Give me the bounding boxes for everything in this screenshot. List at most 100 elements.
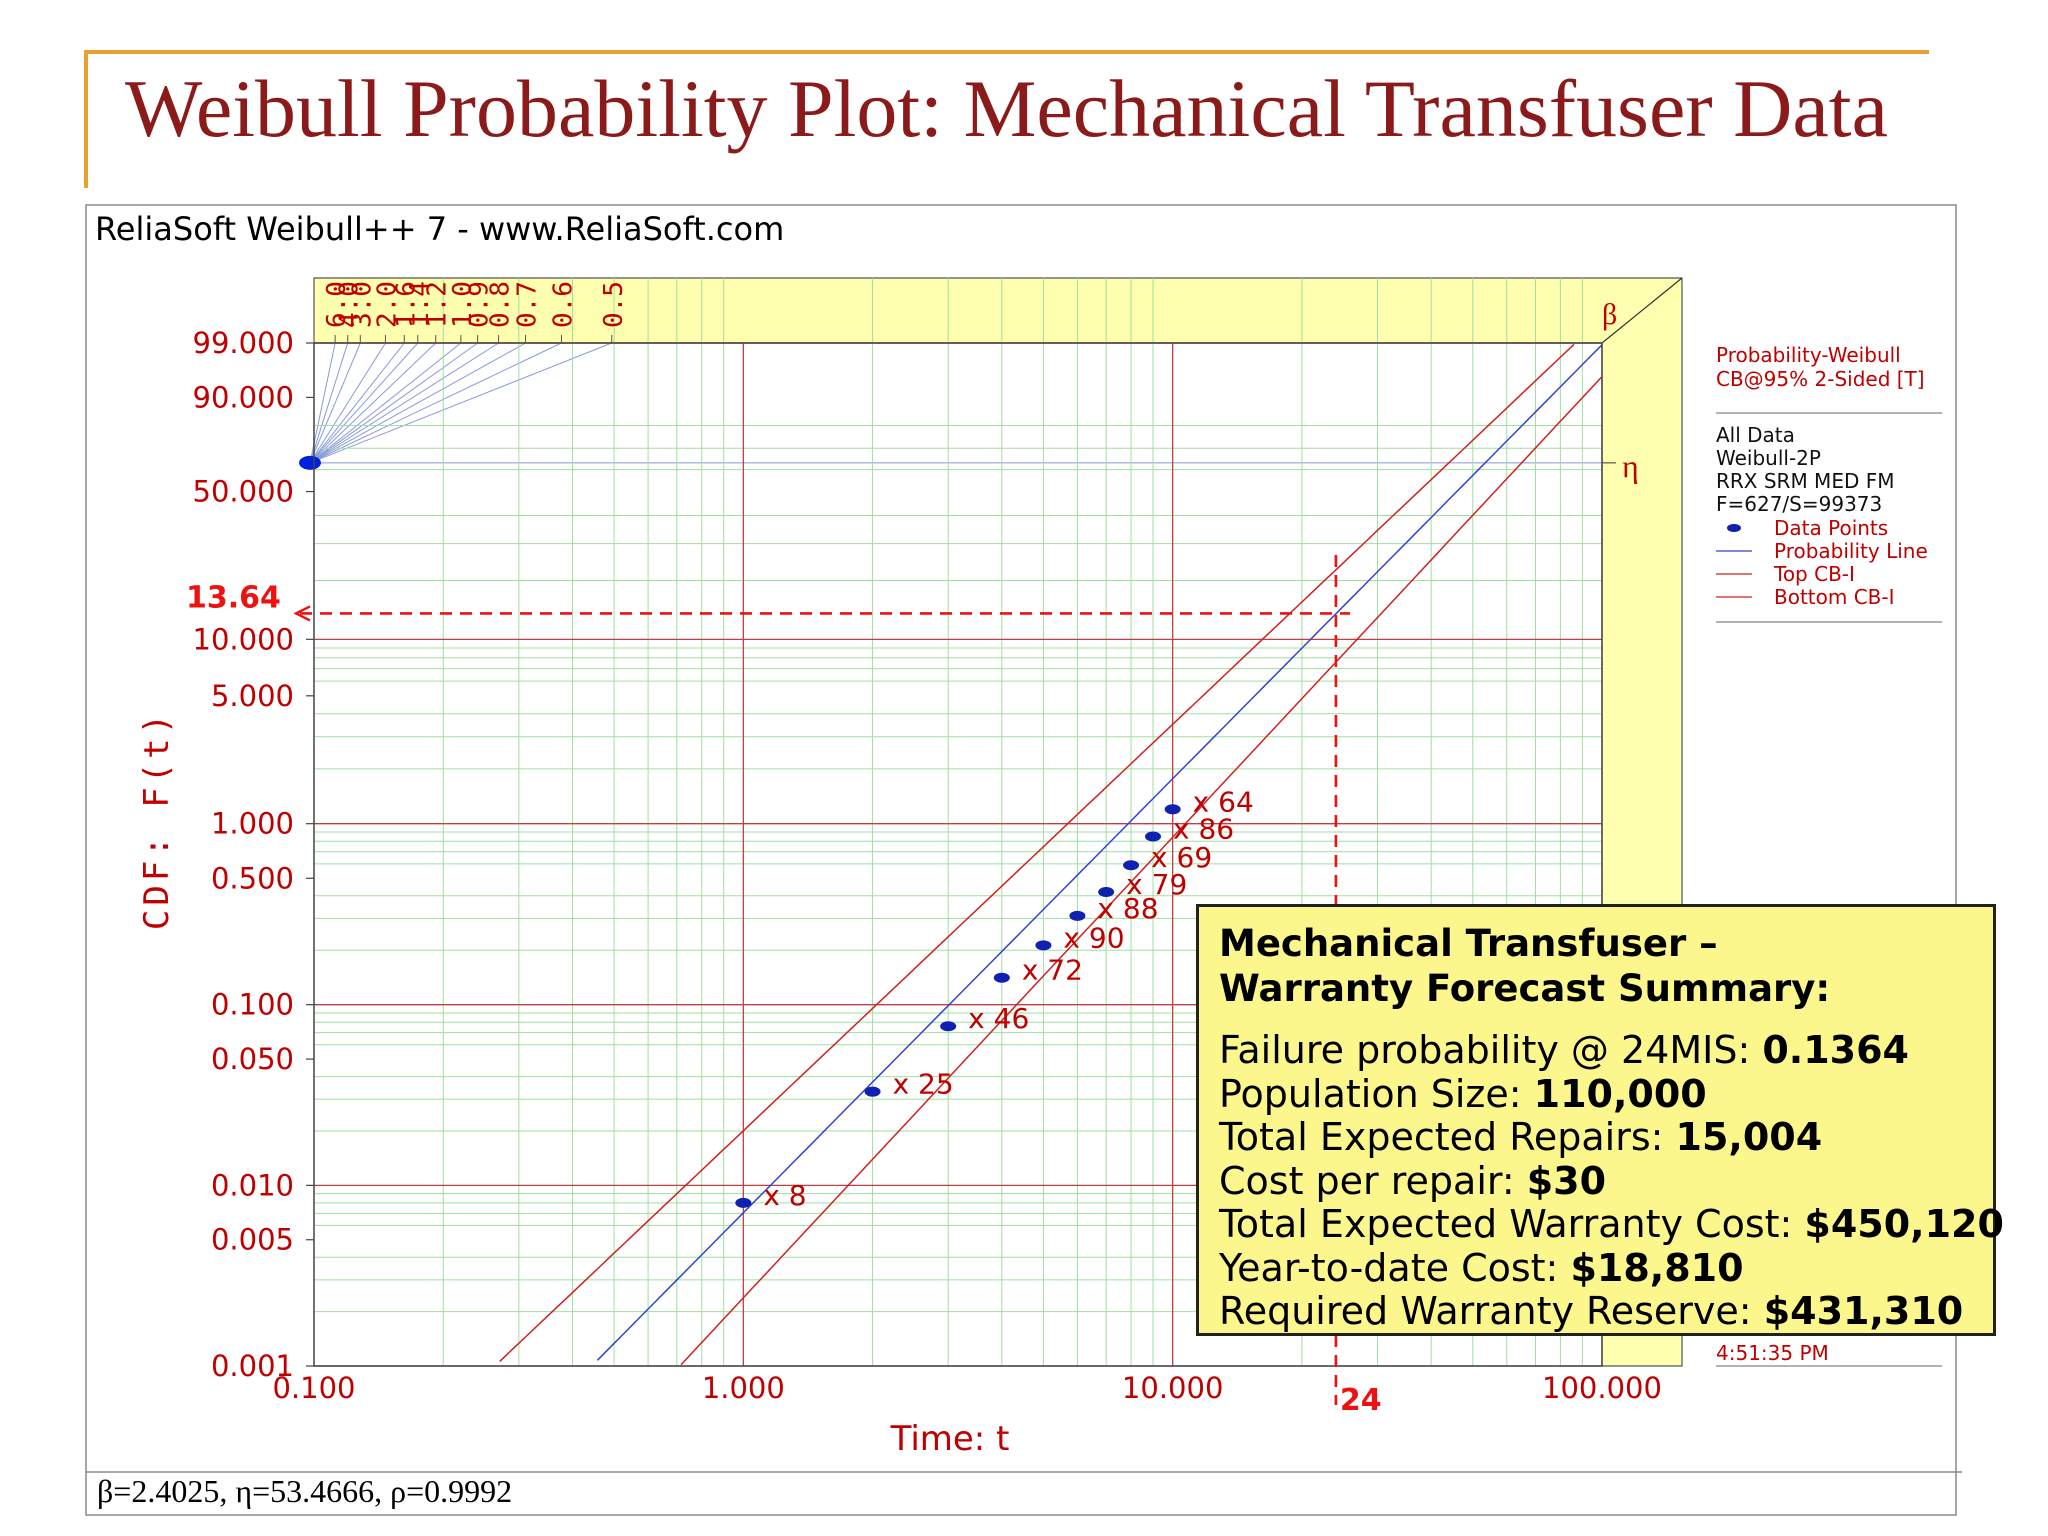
bottom-cb-line [680,376,1603,1366]
beta-scale-label: 4.0 [335,281,365,328]
warranty-summary-box: Mechanical Transfuser – Warranty Forecas… [1196,904,2004,1336]
beta-scale-label: 6.0 [322,281,352,328]
beta-symbol: β [1602,298,1617,331]
beta-fan-line [309,342,462,464]
title-accent-rule-left [84,50,88,188]
data-point-label: x 90 [1063,921,1124,954]
legend-info-line: F=627/S=99373 [1716,492,1882,516]
summary-row-cost-per-repair: Cost per repair: $30 [1219,1158,1607,1203]
y-axis-label: CDF: F(t) [137,710,177,930]
y-tick-label: 0.050 [211,1042,294,1076]
eta-symbol: η [1622,448,1639,484]
data-point [1123,860,1140,871]
legend-info-line: Weibull-2P [1716,446,1821,470]
legend-entry-label: Top CB-I [1773,562,1855,586]
summary-title-line2: Warranty Forecast Summary: [1219,967,1831,1010]
data-point [1069,910,1086,921]
axis-labels: 6.04.03.02.01.61.41.21.00.90.80.7 0.6 0.5 β… [137,281,1662,1459]
y-tick-label: 0.001 [211,1349,294,1383]
slide-title: Weibull Probability Plot: Mechanical Tra… [125,63,1888,154]
data-point-label: x 86 [1173,812,1234,845]
data-point [1145,831,1162,842]
legend-entry-label: Bottom CB-I [1774,585,1895,609]
software-label: ReliaSoft Weibull++ 7 - www.ReliaSoft.co… [95,210,784,248]
shade-corner-line [1601,277,1683,344]
beta-scale-label: 1.2 [423,281,453,328]
summary-row-failure-probability: Failure probability @ 24MIS: 0.1364 [1219,1028,1909,1072]
forecast-x-label: 24 [1340,1383,1382,1418]
beta-scale-label: 0.5 [599,281,629,328]
y-tick-label: 50.000 [193,475,294,509]
y-tick-label: 90.000 [193,380,294,414]
legend-point-swatch [1727,524,1741,532]
beta-fan-line [309,342,405,464]
y-tick-label: 0.005 [211,1223,294,1257]
forecast-arrowhead [293,605,311,622]
data-point-label: x 72 [1022,954,1083,987]
y-tick-label: 1.000 [211,807,294,841]
summary-row-expected-repairs: Total Expected Repairs: 15,004 [1219,1115,1823,1159]
title-accent-rule [84,50,1929,54]
x-tick-label: 100.000 [1542,1371,1662,1405]
chart-frame [85,204,1957,1516]
beta-scale-label: 2.0 [372,281,402,328]
beta-fan-line [309,342,526,464]
x-axis-label: Time: t [890,1419,1010,1459]
beta-scale-label: 0.6 [548,281,578,328]
parameters-text: β=2.4025, η=53.4666, ρ=0.9992 [97,1473,512,1509]
data-point [735,1197,752,1208]
data-point-label: x 25 [893,1068,954,1101]
beta-fan-line [309,342,349,463]
x-tick-label: 0.100 [272,1371,355,1405]
top-cb-line [499,343,1575,1362]
data-point-label: x 79 [1126,868,1187,901]
beta-fan-line [309,342,386,464]
beta-scale-label: 0.7 [513,281,543,328]
data-point [940,1021,957,1032]
data-points: x 8 x 25 x 46 x 72x 90x 88x 79x 69x 86x 64 [735,785,1254,1212]
forecast-y-label: 13.64 [186,580,281,615]
summary-row-ytd-cost: Year-to-date Cost: $18,810 [1219,1245,1744,1290]
data-point [1035,940,1052,951]
y-tick-label: 99.000 [193,326,294,360]
beta-scale-label: 0.9 [465,281,495,328]
x-tick-label: 10.000 [1122,1371,1223,1405]
legend-info-line: All Data [1716,423,1795,447]
beta-fan-line [309,342,612,464]
beta-scale-label: 1.0 [448,281,478,328]
probability-line [596,344,1603,1361]
beta-fan-line [309,342,419,464]
beta-fan-line [309,342,361,464]
plot-border [313,342,1603,1367]
beta-scale-label: 1.4 [405,281,435,328]
data-point [1164,804,1181,815]
data-point-label: x 69 [1151,841,1212,874]
data-point-label: x 8 [763,1179,806,1212]
y-tick-label: 10.000 [193,622,294,656]
beta-fan-line [309,342,562,464]
legend-entry-label: Data Points [1774,516,1888,540]
beta-scale-label: 1.6 [391,281,421,328]
data-point [864,1086,881,1097]
y-tick-label: 5.000 [211,679,294,713]
data-point-label: x 88 [1097,892,1158,925]
legend-header-model: Probability-Weibull [1716,343,1901,367]
beta-fan-line [309,342,478,464]
summary-row-population-size: Population Size: 110,000 [1219,1071,1707,1116]
beta-fan-line [309,342,437,464]
data-point [1098,886,1115,897]
legend-entry-label: Probability Line [1774,539,1928,563]
beta-scale-label: 3.0 [347,281,377,328]
x-tick-label: 1.000 [702,1371,785,1405]
summary-row-warranty-cost: Total Expected Warranty Cost: $450,120 [1219,1202,2004,1246]
data-point-label: x 46 [968,1002,1029,1035]
summary-rows: Failure probability @ 24MIS: 0.1364 Popu… [1219,1028,2004,1334]
legend-header-bounds: CB@95% 2-Sided [T] [1716,367,1925,391]
beta-scale-label: 0.8 [486,281,516,328]
summary-title-line1: Mechanical Transfuser – [1219,922,1718,965]
data-point [993,972,1010,983]
y-tick-label: 0.100 [211,988,294,1022]
summary-row-warranty-reserve: Required Warranty Reserve: $431,310 [1219,1289,1964,1333]
